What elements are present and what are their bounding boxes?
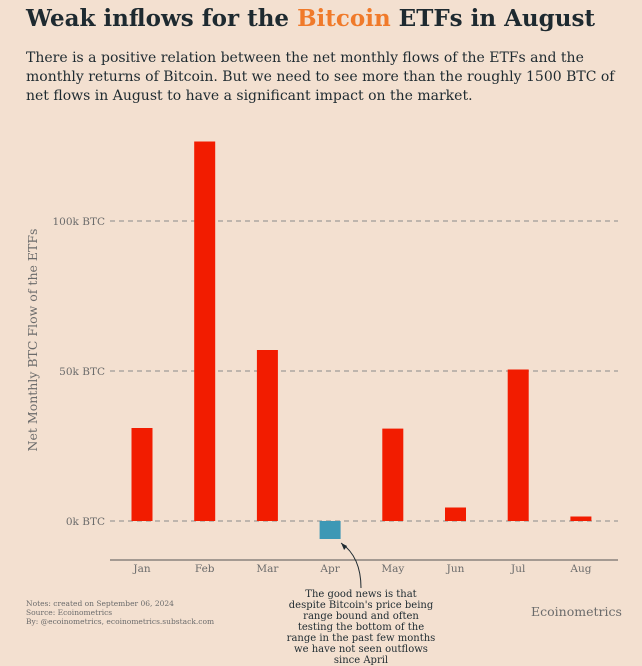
x-tick-label: Mar [256, 563, 279, 575]
bar-apr [319, 521, 341, 539]
y-axis-label: Net Monthly BTC Flow of the ETFs [25, 229, 40, 452]
chart-notes: Notes: created on September 06, 2024 Sou… [26, 599, 214, 626]
title-highlight: Bitcoin [297, 5, 391, 32]
y-tick-label: 50k BTC [59, 366, 105, 378]
bar-may [382, 428, 404, 521]
notes-line-author: By: @ecoinometrics, ecoinometrics.substa… [26, 617, 215, 626]
bar-jun [445, 507, 466, 521]
bar-aug [570, 516, 592, 521]
x-tick-label: Jun [446, 563, 465, 575]
bar-jan [131, 428, 153, 521]
x-tick-label: Jan [132, 563, 150, 575]
notes-line-source: Source: Ecoinometrics [26, 608, 113, 617]
x-tick-label: Feb [195, 563, 215, 575]
title-suffix: ETFs in August [390, 5, 596, 32]
notes-line-created: Notes: created on September 06, 2024 [26, 599, 174, 608]
annotation-arrow-head [341, 543, 348, 550]
y-tick-label: 100k BTC [53, 216, 106, 228]
x-tick-label: Aug [569, 563, 591, 575]
chart-subtitle: There is a positive relation between the… [26, 50, 615, 104]
bar-feb [194, 141, 216, 521]
x-tick-label: May [381, 563, 404, 575]
bar-jul [507, 369, 529, 521]
title-prefix: Weak inflows for the [26, 5, 298, 32]
y-tick-label: 0k BTC [66, 516, 105, 528]
x-tick-label: Jul [510, 563, 526, 575]
x-tick-label: Apr [319, 563, 340, 575]
brand-logo-text: Ecoinometrics [531, 604, 622, 619]
chart-title: Weak inflows for the Bitcoin ETFs in Aug… [26, 4, 595, 34]
apr-annotation-text: The good news is that despite Bitcoin's … [286, 589, 436, 666]
bar-mar [256, 350, 278, 521]
bar-chart: 0k BTC 50k BTC 100k BTC Net Monthly BTC Flo… [25, 141, 618, 589]
